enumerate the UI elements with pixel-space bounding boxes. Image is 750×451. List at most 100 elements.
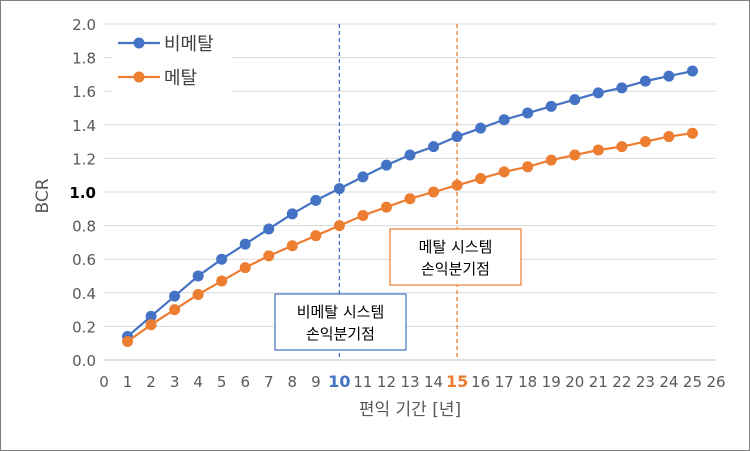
- y-tick-label: 1.6: [72, 83, 96, 101]
- y-tick-label: 1.4: [72, 117, 96, 135]
- data-point: [169, 304, 181, 316]
- data-point: [475, 122, 487, 134]
- x-tick-label: 2: [146, 373, 156, 391]
- data-point: [357, 171, 369, 183]
- x-tick-label: 9: [311, 373, 321, 391]
- data-point: [333, 220, 345, 232]
- x-tick-label: 26: [706, 373, 725, 391]
- y-tick-label: 2.0: [72, 16, 96, 34]
- data-point: [286, 208, 298, 220]
- y-tick-labels: 0.0 0.2 0.4 0.6 0.8 1.0 1.2 1.4 1.6 1.8 2.0: [69, 16, 96, 370]
- data-point: [286, 240, 298, 252]
- breakeven-annotation-text: 메탈 시스템: [419, 238, 493, 256]
- x-tick-label: 23: [636, 373, 655, 391]
- legend-marker: [133, 37, 145, 49]
- data-point: [145, 319, 157, 331]
- data-point: [192, 288, 204, 300]
- data-point: [522, 161, 534, 173]
- x-tick-label: 14: [424, 373, 443, 391]
- data-point: [216, 275, 228, 287]
- data-point: [428, 141, 440, 153]
- x-tick-label: 13: [400, 373, 419, 391]
- x-tick-label: 0: [99, 373, 109, 391]
- breakeven-annotation-text: 비메탈 시스템: [297, 303, 385, 321]
- data-point: [498, 114, 510, 126]
- legend-label: 비메탈: [164, 34, 214, 55]
- data-point: [569, 94, 581, 106]
- y-tick-label: 1.8: [72, 50, 96, 68]
- data-point: [592, 87, 604, 99]
- data-point: [357, 210, 369, 222]
- x-tick-label: 1: [123, 373, 133, 391]
- data-point: [639, 136, 651, 148]
- x-tick-labels: 0 1 2 3 4 5 6 7 8 9 10 11 12 13 14 15 16 17 18 19 20 21 22 23 24…: [99, 372, 725, 391]
- y-axis-label: BCR: [33, 178, 53, 213]
- data-point: [522, 107, 534, 119]
- x-tick-label: 7: [264, 373, 274, 391]
- series-layer: [122, 65, 698, 348]
- data-point: [404, 193, 416, 205]
- data-point: [545, 100, 557, 112]
- data-point: [333, 183, 345, 195]
- data-point: [310, 230, 322, 242]
- x-tick-label: 16: [471, 373, 490, 391]
- breakeven-annotation-box: [274, 293, 407, 351]
- data-point: [169, 290, 181, 302]
- x-tick-label: 8: [288, 373, 298, 391]
- y-tick-label: 0.2: [72, 318, 96, 336]
- x-tick-label: 11: [353, 373, 372, 391]
- data-point: [380, 159, 392, 171]
- x-tick-label: 3: [170, 373, 180, 391]
- breakeven-annotation-text: 손익분기점: [306, 325, 375, 343]
- x-tick-label: 19: [542, 373, 561, 391]
- x-tick-label: 24: [659, 373, 678, 391]
- data-point: [239, 262, 251, 274]
- data-point: [498, 166, 510, 178]
- data-point: [428, 186, 440, 198]
- x-tick-label: 25: [683, 373, 702, 391]
- data-point: [216, 253, 228, 265]
- x-tick-label: 22: [612, 373, 631, 391]
- x-tick-label: 6: [240, 373, 250, 391]
- x-tick-label: 20: [565, 373, 584, 391]
- data-point: [263, 223, 275, 235]
- data-point: [263, 250, 275, 262]
- x-tick-label: 10: [328, 372, 350, 391]
- data-point: [475, 173, 487, 185]
- data-point: [686, 127, 698, 139]
- data-point: [239, 238, 251, 250]
- breakeven-annotation-text: 손익분기점: [421, 260, 490, 278]
- data-point: [380, 201, 392, 213]
- y-tick-label: 1.0: [69, 184, 96, 202]
- data-point: [639, 75, 651, 87]
- data-point: [192, 270, 204, 282]
- x-tick-label: 12: [377, 373, 396, 391]
- data-point: [663, 70, 675, 82]
- legend-background: [112, 26, 232, 96]
- x-tick-label: 17: [495, 373, 514, 391]
- legend-label: 메탈: [164, 68, 197, 89]
- y-tick-label: 0.4: [72, 285, 96, 303]
- data-point: [616, 141, 628, 153]
- data-point: [145, 310, 157, 322]
- data-point: [663, 131, 675, 143]
- y-tick-label: 0.6: [72, 251, 96, 269]
- data-point: [122, 336, 134, 348]
- x-tick-label: 4: [193, 373, 203, 391]
- x-tick-label: 15: [446, 372, 468, 391]
- data-point: [569, 149, 581, 161]
- data-point: [451, 179, 463, 191]
- x-tick-label: 21: [589, 373, 608, 391]
- breakeven-annotation-box: [389, 228, 522, 286]
- y-tick-label: 1.2: [72, 150, 96, 168]
- data-point: [451, 131, 463, 143]
- x-tick-label: 5: [217, 373, 227, 391]
- y-tick-label: 0.0: [72, 352, 96, 370]
- x-axis-label: 편익 기간 [년]: [359, 400, 461, 420]
- data-point: [545, 154, 557, 166]
- data-point: [686, 65, 698, 77]
- data-point: [404, 149, 416, 161]
